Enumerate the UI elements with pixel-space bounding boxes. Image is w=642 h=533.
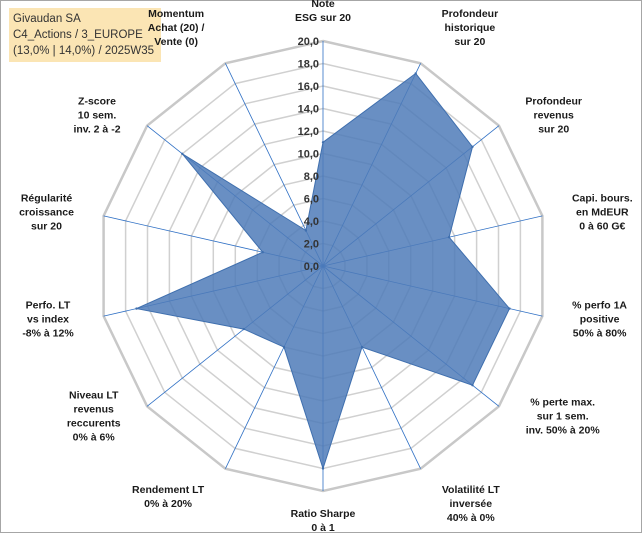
axis-label-line: Profondeur — [442, 8, 499, 20]
axis-label-line: Momentum — [148, 8, 204, 20]
axis-label-line: Régularité — [21, 192, 73, 204]
axis-label-line: % perte max. — [530, 396, 595, 408]
data-point-3 — [447, 236, 451, 239]
axis-label-line: croissance — [19, 206, 74, 218]
data-point-10 — [135, 307, 138, 310]
axis-label-line: 0 à 60 G€ — [579, 220, 625, 232]
axis-label-line: 0% à 6% — [73, 431, 116, 443]
data-point-4 — [508, 307, 511, 310]
tick-label-5: 10,0 — [298, 149, 319, 161]
data-point-2 — [471, 145, 474, 148]
axis-label-line: positive — [580, 314, 620, 326]
axis-label-line: Rendement LT — [132, 484, 205, 496]
data-point-0 — [321, 141, 325, 144]
axis-label-11: Régularité croissance sur 20 — [19, 192, 74, 232]
tick-label-10: 20,0 — [298, 36, 319, 48]
score-period: (13,0% | 14,0%) / 2025W35 — [13, 45, 155, 57]
axis-label-12: Z-score 10 sem. inv. 2 à -2 — [73, 96, 120, 136]
axis-label-line: Achat (20) / — [148, 22, 205, 34]
tick-label-8: 16,0 — [298, 81, 319, 93]
tick-label-9: 18,0 — [298, 59, 319, 71]
axis-label-line: Vente (0) — [154, 36, 198, 48]
axis-label-line: sur 20 — [31, 220, 62, 232]
axis-label-6: Volatilité LT inversée 40% à 0% — [442, 484, 501, 524]
axis-label-9: Niveau LT revenus reccurents 0% à 6% — [67, 389, 121, 443]
axis-label-line: 0% à 20% — [144, 498, 193, 510]
axis-label-line: % perfo 1A — [572, 300, 627, 312]
category-path: C4_Actions / 3_EUROPE — [13, 29, 143, 41]
data-point-12 — [181, 152, 184, 155]
axis-label-8: Rendement LT 0% à 20% — [132, 484, 205, 510]
data-point-6 — [360, 345, 364, 349]
data-point-13 — [304, 229, 308, 232]
tick-label-1: 2,0 — [304, 239, 319, 251]
axis-label-line: sur 20 — [454, 36, 485, 48]
axis-label-line: inv. 2 à -2 — [73, 124, 120, 136]
tick-label-3: 6,0 — [304, 194, 319, 206]
data-point-8 — [282, 345, 286, 349]
axis-label-line: Ratio Sharpe — [291, 508, 356, 520]
axis-label-3: Capi. bours. en MdEUR 0 à 60 G€ — [572, 192, 633, 232]
chart-info-box: Givaudan SA C4_Actions / 3_EUROPE (13,0%… — [9, 8, 161, 62]
axis-label-4: % perfo 1A positive 50% à 80% — [572, 300, 627, 340]
axis-label-line: 50% à 80% — [573, 328, 627, 340]
axis-label-7: Ratio Sharpe 0 à 1 — [291, 508, 356, 533]
axis-label-line: revenus — [534, 110, 574, 122]
axis-label-0: Note ESG sur 20 — [295, 0, 351, 24]
data-point-7 — [321, 467, 325, 470]
axis-label-line: 40% à 0% — [447, 512, 496, 524]
axis-label-line: sur 20 — [538, 124, 569, 136]
axis-label-line: historique — [445, 22, 496, 34]
axis-label-line: 0 à 1 — [311, 522, 335, 533]
data-point-11 — [261, 251, 264, 254]
axis-label-10: Perfo. LT vs index -8% à 12% — [22, 300, 74, 340]
data-point-5 — [471, 384, 474, 387]
axis-label-line: Perfo. LT — [26, 300, 71, 312]
tick-label-7: 14,0 — [298, 104, 319, 116]
axis-label-5: % perte max. sur 1 sem. inv. 50% à 20% — [526, 396, 601, 436]
axis-label-line: en MdEUR — [576, 206, 629, 218]
axis-label-line: Note — [311, 0, 334, 10]
axis-label-line: ESG sur 20 — [295, 12, 351, 24]
axis-label-2: Profondeur revenus sur 20 — [525, 96, 582, 136]
axis-label-line: vs index — [27, 314, 69, 326]
axis-label-line: 10 sem. — [78, 110, 117, 122]
data-point-9 — [242, 327, 245, 331]
axis-label-line: Volatilité LT — [442, 484, 501, 496]
axis-label-1: Profondeur historique sur 20 — [442, 8, 499, 48]
data-point-1 — [414, 72, 417, 75]
axis-label-line: Z-score — [78, 96, 116, 108]
tick-label-4: 8,0 — [304, 171, 319, 183]
tick-label-0: 0,0 — [304, 261, 319, 273]
company-name: Givaudan SA — [13, 13, 81, 25]
axis-label-line: sur 1 sem. — [537, 410, 589, 422]
axis-label-line: inversée — [449, 498, 492, 510]
axis-label-line: inv. 50% à 20% — [526, 424, 601, 436]
axis-label-line: reccurents — [67, 417, 121, 429]
tick-label-2: 4,0 — [304, 216, 319, 228]
axis-label-line: Niveau LT — [69, 389, 119, 401]
axis-label-line: Capi. bours. — [572, 192, 633, 204]
axis-label-line: revenus — [74, 403, 114, 415]
axis-label-line: -8% à 12% — [22, 328, 74, 340]
axis-label-line: Profondeur — [525, 96, 582, 108]
tick-label-6: 12,0 — [298, 126, 319, 138]
axis-label-13: Momentum Achat (20) / Vente (0) — [148, 8, 205, 48]
